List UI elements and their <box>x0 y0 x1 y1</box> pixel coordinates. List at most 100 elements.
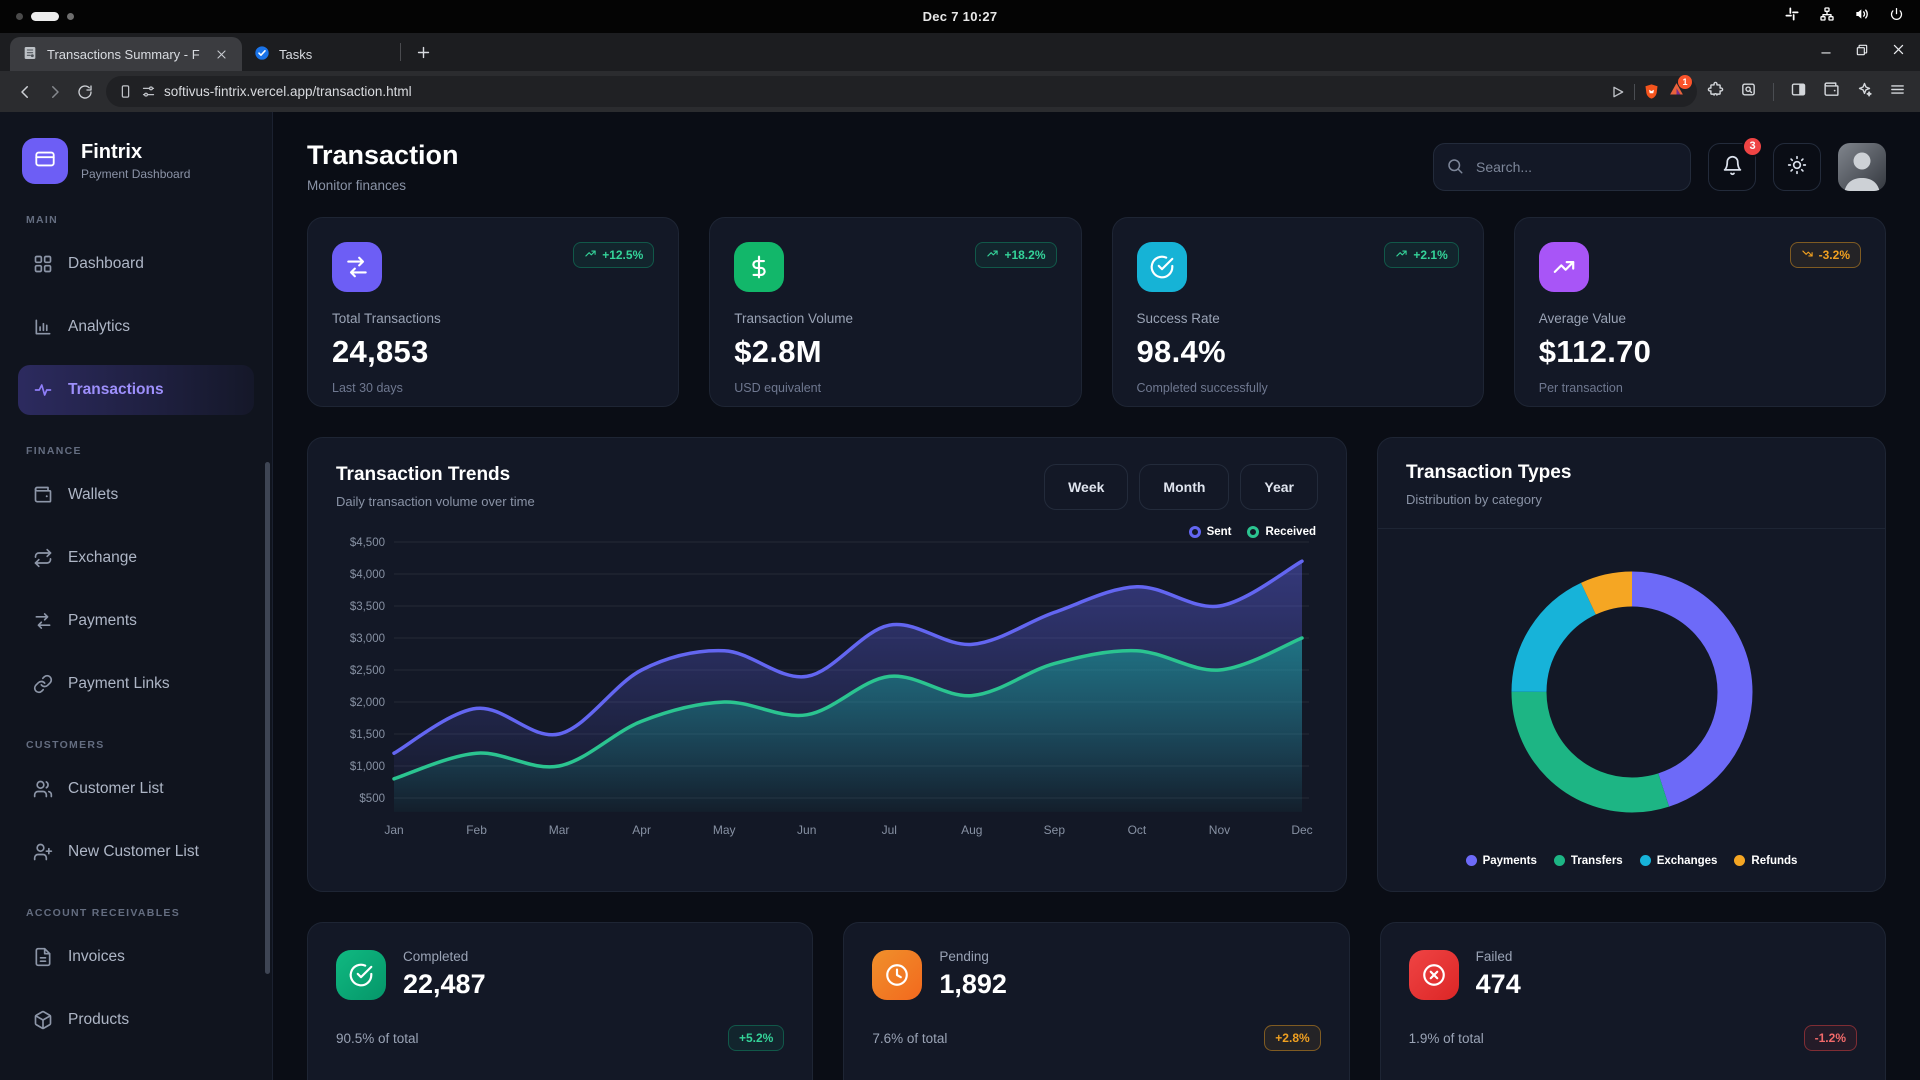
workspace-dot <box>16 13 23 20</box>
sidebar-scrollbar[interactable] <box>265 462 270 974</box>
brave-wallet-icon[interactable] <box>1823 81 1840 103</box>
site-settings-icon[interactable] <box>141 84 156 99</box>
search-box <box>1433 142 1691 191</box>
minimize-button[interactable] <box>1819 43 1833 62</box>
sidebar-item-analytics[interactable]: Analytics <box>18 302 254 352</box>
svg-text:$4,000: $4,000 <box>350 569 385 581</box>
new-tab-button[interactable] <box>409 38 437 66</box>
restore-button[interactable] <box>1855 43 1869 62</box>
brave-shield-icon[interactable] <box>1643 83 1660 100</box>
trends-chart: Sent Received $500 $1,000 $1,500 $2,000 $2,50… <box>336 526 1318 849</box>
trend-badge: +12.5% <box>573 242 655 268</box>
slack-tray-icon[interactable] <box>1784 6 1800 27</box>
workspace-dot <box>67 13 74 20</box>
svg-text:$3,000: $3,000 <box>350 633 385 645</box>
brand[interactable]: Fintrix Payment Dashboard <box>18 138 254 184</box>
sidebar-item-customer-list[interactable]: Customer List <box>18 764 254 814</box>
extensions-icon[interactable] <box>1707 81 1724 103</box>
system-clock[interactable]: Dec 7 10:27 <box>922 9 998 24</box>
sidebar-item-label: Products <box>68 1011 130 1028</box>
sidebar-item-label: Analytics <box>68 318 131 335</box>
brand-subtitle: Payment Dashboard <box>81 167 191 181</box>
stat-label: Total Transactions <box>332 311 441 326</box>
close-button[interactable] <box>1891 42 1906 62</box>
sidebar-item-payment-links[interactable]: Payment Links <box>18 659 254 709</box>
sidebar-item-dashboard[interactable]: Dashboard <box>18 239 254 289</box>
credit-card-icon <box>34 148 56 175</box>
tab-close-icon[interactable] <box>212 45 230 63</box>
svg-text:$500: $500 <box>359 793 385 805</box>
svg-text:Jan: Jan <box>384 823 403 837</box>
nav-section-label-finance: FINANCE <box>26 445 82 457</box>
svg-text:Nov: Nov <box>1209 823 1230 837</box>
sidebar-item-wallets[interactable]: Wallets <box>18 470 254 520</box>
sun-icon <box>1787 155 1807 178</box>
user-plus-icon <box>33 842 53 862</box>
sidebar-item-transactions[interactable]: Transactions <box>18 365 254 415</box>
trends-range-year[interactable]: Year <box>1240 464 1318 510</box>
reader-mode-icon[interactable] <box>118 84 133 99</box>
volume-icon[interactable] <box>1854 6 1870 27</box>
badge-value: -3.2% <box>1818 248 1850 262</box>
x-circle-icon <box>1408 949 1459 1000</box>
stat-label: Success Rate <box>1136 311 1220 326</box>
reload-button[interactable] <box>70 77 100 107</box>
user-avatar[interactable] <box>1838 142 1886 191</box>
tab-tasks[interactable]: Tasks <box>242 37 392 71</box>
tab-transactions-summary[interactable]: Transactions Summary - F <box>10 37 242 71</box>
sidebar-item-products[interactable]: Products <box>18 995 254 1045</box>
svg-text:Sep: Sep <box>1044 823 1066 837</box>
grid-icon <box>33 254 53 274</box>
legend-transfers: Transfers <box>1553 855 1623 867</box>
stat-label: Transaction Volume <box>734 311 854 326</box>
brave-rewards-icon[interactable]: 1 <box>1668 74 1692 103</box>
sidebar-item-payments[interactable]: Payments <box>18 596 254 646</box>
trends-range-week[interactable]: Week <box>1044 464 1129 510</box>
leo-ai-icon[interactable] <box>1856 81 1873 103</box>
legend-label: Payments <box>1482 854 1537 867</box>
svg-text:$1,500: $1,500 <box>350 729 385 741</box>
main-content: Transaction Monitor finances 3 <box>273 112 1920 1080</box>
tab-divider <box>400 43 401 61</box>
trending-down-icon <box>1801 247 1814 263</box>
search-box-extension-icon[interactable] <box>1740 81 1757 103</box>
nav-section-label-main: MAIN <box>26 214 59 226</box>
trend-badge: -3.2% <box>1789 242 1861 268</box>
sidebar-item-invoices[interactable]: Invoices <box>18 932 254 982</box>
badge-value: +18.2% <box>1004 248 1046 262</box>
svg-text:$4,500: $4,500 <box>350 537 385 549</box>
system-bar: Dec 7 10:27 <box>0 0 1920 33</box>
svg-text:$1,000: $1,000 <box>350 761 385 773</box>
svg-text:Mar: Mar <box>549 823 570 837</box>
page-subtitle: Monitor finances <box>307 178 407 193</box>
share-icon[interactable] <box>1610 84 1626 100</box>
system-tray <box>1684 6 1904 27</box>
summary-value: 474 <box>1475 969 1521 999</box>
line-chart[interactable]: $500 $1,000 $1,500 $2,000 $2,500 $3,000 $3,500… <box>336 526 1318 849</box>
search-input[interactable] <box>1433 142 1691 191</box>
stat-value: 98.4% <box>1136 334 1226 369</box>
forward-button[interactable] <box>40 77 70 107</box>
sidebar-item-exchange[interactable]: Exchange <box>18 533 254 583</box>
tasks-favicon <box>254 45 270 64</box>
menu-icon[interactable] <box>1889 81 1906 103</box>
toolbar-separator <box>1773 82 1774 101</box>
power-icon[interactable] <box>1889 7 1904 27</box>
summary-card-failed: Failed 474 1.9% of total -1.2% <box>1379 922 1886 1080</box>
url-text[interactable]: softivus-fintrix.vercel.app/transaction.… <box>164 84 412 99</box>
network-icon[interactable] <box>1819 6 1835 27</box>
window-controls <box>1819 33 1906 71</box>
trends-range-month[interactable]: Month <box>1139 464 1230 510</box>
notifications-button[interactable]: 3 <box>1708 135 1763 191</box>
theme-toggle-button[interactable] <box>1773 142 1821 191</box>
back-button[interactable] <box>10 77 40 107</box>
trends-legend: Sent Received <box>1188 526 1316 538</box>
sidebar-item-label: Payments <box>68 612 137 629</box>
trending-up-icon <box>1395 247 1408 263</box>
address-bar[interactable]: softivus-fintrix.vercel.app/transaction.… <box>106 74 1697 107</box>
sidebar-item-new-customer-list[interactable]: New Customer List <box>18 827 254 877</box>
workspace-indicator[interactable] <box>16 12 236 21</box>
sidebar-panel-icon[interactable] <box>1790 81 1807 103</box>
avatar-image <box>1838 142 1886 191</box>
donut-chart[interactable] <box>1486 546 1778 843</box>
